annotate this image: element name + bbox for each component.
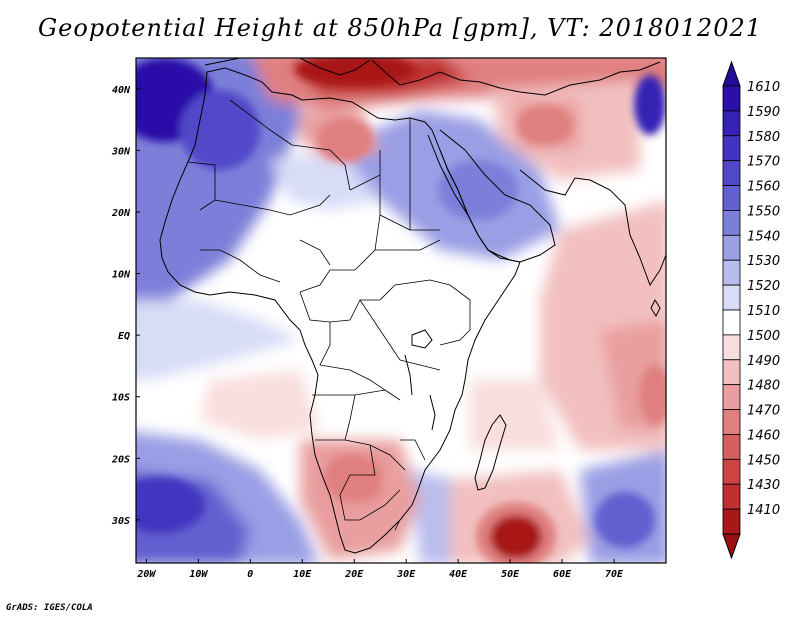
lat-tick-label: 20S [111, 454, 130, 465]
colorbar-label: 1520 [747, 279, 780, 294]
lat-tick-label: 30N [111, 146, 131, 157]
lat-tick-label: 20N [111, 208, 131, 219]
colorbar-swatch [722, 458, 741, 485]
lon-tick-label: 50E [501, 569, 520, 580]
colorbar-label: 1560 [747, 180, 780, 195]
colorbar-swatch [722, 135, 741, 162]
lat-tick-label: 10S [112, 393, 130, 404]
colorbar-swatch [722, 434, 741, 460]
colorbar-swatch [722, 284, 741, 311]
core-low-mediterranean [295, 58, 415, 86]
border-lines [187, 99, 471, 531]
field-lightblue-west [136, 300, 300, 380]
colorbar-swatch [722, 483, 741, 510]
lon-tick-label: 20E [344, 569, 364, 580]
lake-victoria [411, 329, 433, 349]
lon-tick-label: 30E [396, 569, 416, 580]
colorbar-label: 1460 [747, 428, 780, 443]
lat-tick-label: EQ [118, 331, 130, 342]
colorbar-label: 1570 [747, 155, 780, 170]
core-high-indian [595, 492, 655, 548]
lat-tick-label: 40N [112, 85, 131, 96]
lon-tick-label: 10W [189, 569, 208, 580]
core-high-south-atlantic [136, 477, 205, 533]
colorbar-swatch [722, 508, 741, 535]
europe-coastline [204, 58, 661, 96]
colorbar-label: 1610 [747, 80, 780, 95]
lon-tick-label: 60E [553, 569, 572, 580]
field-pink-angola [200, 370, 320, 440]
colorbar-swatch [722, 234, 741, 261]
lon-tick-label: 40E [449, 569, 468, 580]
colorbar-label: 1580 [747, 130, 780, 145]
core-low-iran [517, 105, 573, 145]
core-low-southeast [490, 515, 542, 559]
colorbar: 1610 1590 1580 1570 1560 1550 1540 1530 1520 1510… [722, 60, 780, 560]
colorbar-swatch [722, 309, 741, 336]
colorbar-label: 1540 [747, 229, 780, 244]
height-field-cores [136, 58, 666, 563]
srilanka-coastline [650, 298, 661, 318]
colorbar-label: 1590 [747, 105, 780, 120]
lon-tick-label: 70E [605, 569, 624, 580]
lon-tick-label: 10E [293, 569, 312, 580]
colorbar-label: 1470 [747, 404, 780, 419]
map-title: Geopotential Height at 850hPa [gpm], VT:… [38, 14, 762, 42]
lat-tick-label: 30S [111, 516, 130, 527]
colorbar-swatch [722, 85, 741, 112]
colorbar-label: 1530 [747, 254, 780, 269]
footer-credit: GrADS: IGES/COLA [6, 603, 93, 613]
core-high-arabia [438, 160, 518, 220]
lake-malawi [429, 394, 436, 431]
country-borders [187, 99, 471, 531]
core-high-morocco [180, 90, 260, 170]
field-lightblue-sahara [270, 150, 380, 210]
colorbar-swatch [722, 359, 741, 386]
axis-ticks: 20W 10W 0 10E 20E 30E 40E 50E 60E 70E 40N 30N 20N 10N… [111, 85, 624, 580]
redsea-coastline [427, 134, 469, 216]
colorbar-label: 1490 [747, 354, 780, 369]
lat-tick-label: 10N [112, 270, 131, 281]
colorbar-label: 1510 [747, 304, 780, 319]
madagascar-coastline [474, 414, 507, 491]
colorbar-swatch [722, 259, 741, 286]
arabia-coastline [439, 129, 556, 263]
colorbar-label: 1480 [747, 379, 780, 394]
lon-tick-label: 0 [247, 569, 253, 580]
colorbar-label: 1430 [747, 478, 780, 493]
asia-coastline [519, 169, 666, 287]
core-low-algeria [317, 118, 373, 162]
colorbar-label: 1500 [747, 329, 780, 344]
colorbar-label: 1450 [747, 453, 780, 468]
colorbar-top-arrow [722, 60, 741, 87]
field-pink-madagascar [470, 380, 560, 450]
colorbar-bottom-arrow [722, 533, 741, 560]
colorbar-label: 1550 [747, 204, 780, 219]
colorbar-swatch [722, 110, 741, 137]
core-low-kalahari [324, 456, 380, 500]
colorbar-swatch [722, 409, 741, 435]
colorbar-swatch [722, 384, 741, 410]
lon-tick-label: 20W [136, 569, 156, 580]
map-field [136, 58, 666, 563]
colorbar-label: 1410 [747, 503, 780, 518]
colorbar-swatch [722, 185, 741, 211]
core-low-indian [639, 365, 666, 425]
colorbar-swatch [722, 160, 741, 186]
map-frame [135, 57, 667, 564]
colorbar-swatch [722, 210, 741, 236]
core-high-himalaya [634, 75, 666, 135]
colorbar-swatch [722, 334, 741, 361]
